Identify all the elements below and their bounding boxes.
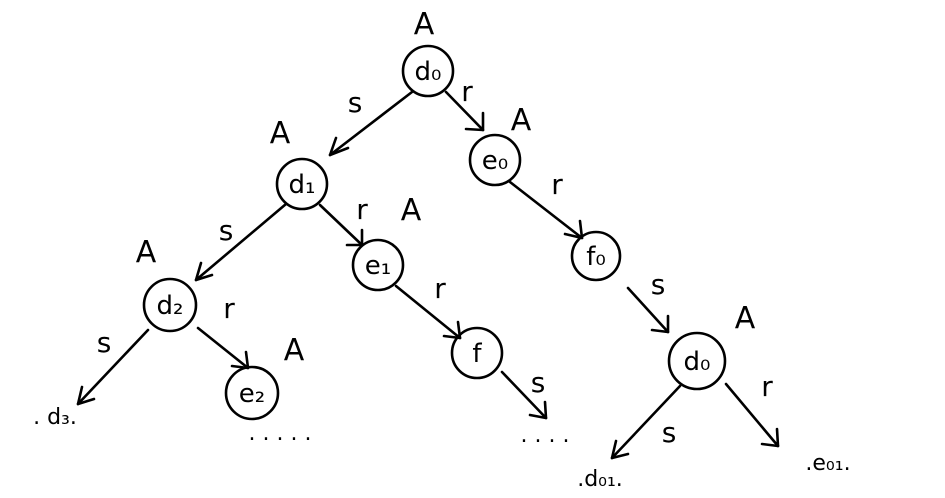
node-f: f [450,326,504,380]
node-f-label: f [472,339,482,369]
node-d0: d₀ A [401,7,455,98]
node-d0-annotation: A [414,7,435,42]
edge-f0-d0b [626,286,670,334]
node-e2-label: e₂ [239,379,265,409]
edge-d0b-e01 [724,382,780,448]
edge-d2-d3 [76,328,150,406]
node-d2-annotation: A [136,235,157,270]
node-d1: d₁ A [270,116,329,211]
edge-label-d1-e1: r [356,193,368,226]
edge-label-e0-f0: r [551,168,563,201]
node-e1-annotation: A [401,193,422,228]
edge-label-e1-f: r [434,272,446,305]
edge-label-d0b-d01: s [662,416,677,449]
node-e2: e₂ A [224,333,305,421]
edge-e0-f0 [508,180,584,240]
node-d0b-annotation: A [735,301,756,336]
node-d0-label: d₀ [415,57,442,87]
ellipsis-under-f: . . . . [521,423,570,448]
leaf-e01-label: .e₀₁. [805,451,850,476]
edge-label-d2-e2: r [223,292,235,325]
node-d0b: d₀ A [667,301,756,391]
node-d2-label: d₂ [157,291,184,321]
node-e0: e₀ A [468,103,532,187]
edge-label-f-out: s [531,366,546,399]
leaf-d3-label: . d₃. [33,405,77,430]
edge-d0-d1 [328,90,414,157]
edge-label-d2-d3: s [97,326,112,359]
edge-d0b-d01 [610,384,682,460]
node-e2-annotation: A [284,333,305,368]
node-d1-label: d₁ [289,170,316,200]
node-e0-annotation: A [511,103,532,138]
edge-e1-f [394,284,462,340]
edge-label-f0-d0b: s [651,268,666,301]
edge-label-d0-d1: s [348,86,363,119]
ellipsis-under-e2: . . . . . [249,421,312,446]
node-e1: e₁ A [351,193,422,292]
node-d1-annotation: A [270,116,291,151]
edge-d1-d2 [194,202,288,282]
edge-label-d0b-e01: r [761,370,773,403]
node-d2: d₂ A [136,235,198,333]
node-e1-label: e₁ [365,251,391,281]
node-d0b-label: d₀ [684,347,711,377]
node-f0: f₀ [570,230,622,282]
edge-label-d0-e0: r [461,75,473,108]
edge-d0-e0 [444,90,485,132]
node-e0-label: e₀ [482,146,508,176]
leaf-d01-label: .d₀₁. [577,467,623,492]
edge-f-out [500,370,548,420]
node-f0-label: f₀ [586,242,606,272]
edge-label-d1-d2: s [219,214,234,247]
edge-d2-e2 [196,326,250,370]
